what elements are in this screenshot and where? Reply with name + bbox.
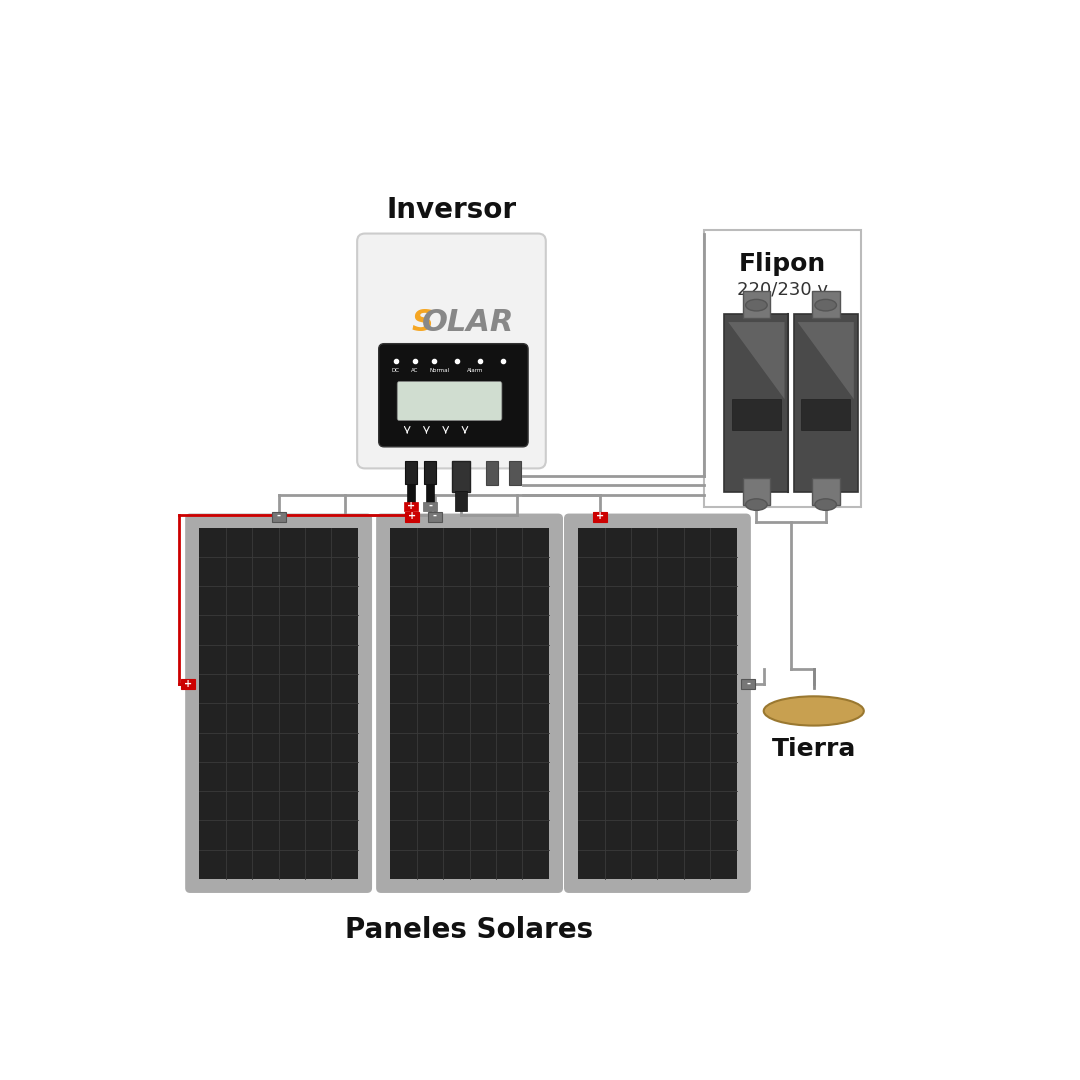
Bar bbox=[578, 528, 737, 879]
FancyBboxPatch shape bbox=[397, 381, 502, 421]
FancyBboxPatch shape bbox=[379, 343, 528, 447]
Bar bbox=[794, 314, 858, 491]
Ellipse shape bbox=[745, 299, 767, 311]
Text: AC: AC bbox=[411, 368, 419, 373]
Text: +: + bbox=[407, 501, 415, 511]
Text: +: + bbox=[408, 511, 416, 522]
Bar bbox=[424, 461, 436, 484]
Text: Alarm: Alarm bbox=[467, 368, 483, 373]
FancyBboxPatch shape bbox=[357, 233, 545, 469]
Polygon shape bbox=[798, 322, 854, 400]
FancyBboxPatch shape bbox=[565, 514, 750, 892]
Bar bbox=[180, 678, 194, 689]
Bar bbox=[801, 400, 850, 430]
Bar bbox=[812, 292, 839, 319]
Bar bbox=[743, 477, 770, 504]
Text: -: - bbox=[276, 511, 281, 522]
Text: +: + bbox=[184, 679, 192, 689]
Text: S: S bbox=[411, 308, 433, 337]
Bar bbox=[741, 678, 755, 689]
Polygon shape bbox=[728, 322, 784, 400]
Bar bbox=[427, 484, 434, 503]
Bar bbox=[407, 484, 415, 503]
Ellipse shape bbox=[764, 697, 864, 726]
Text: DC: DC bbox=[392, 368, 400, 373]
Text: -: - bbox=[746, 679, 751, 689]
FancyBboxPatch shape bbox=[186, 514, 372, 892]
Bar bbox=[390, 528, 549, 879]
Bar bbox=[423, 501, 437, 511]
Text: Flipon: Flipon bbox=[739, 253, 826, 276]
Ellipse shape bbox=[745, 499, 767, 511]
Text: Inversor: Inversor bbox=[387, 197, 516, 225]
Text: OLAR: OLAR bbox=[422, 308, 514, 337]
Ellipse shape bbox=[815, 299, 837, 311]
Text: Paneles Solares: Paneles Solares bbox=[345, 917, 593, 944]
Text: Normal: Normal bbox=[430, 368, 449, 373]
Text: -: - bbox=[433, 511, 437, 522]
Bar bbox=[405, 512, 419, 522]
Bar bbox=[404, 501, 418, 511]
Bar bbox=[509, 461, 522, 485]
Text: -: - bbox=[429, 501, 432, 511]
Bar bbox=[593, 512, 607, 522]
Bar bbox=[486, 461, 498, 485]
FancyBboxPatch shape bbox=[377, 514, 562, 892]
Bar bbox=[455, 490, 468, 511]
Bar bbox=[451, 461, 471, 491]
Bar bbox=[200, 528, 357, 879]
Bar bbox=[272, 512, 285, 522]
Ellipse shape bbox=[815, 499, 837, 511]
Bar bbox=[428, 512, 442, 522]
Bar bbox=[812, 477, 839, 504]
Bar bbox=[725, 314, 788, 491]
Bar bbox=[732, 400, 781, 430]
Bar bbox=[743, 292, 770, 319]
Bar bbox=[405, 461, 417, 484]
Bar bbox=[704, 230, 862, 507]
Text: 220/230 v: 220/230 v bbox=[737, 281, 828, 299]
Text: +: + bbox=[596, 511, 604, 522]
Text: Tierra: Tierra bbox=[771, 738, 856, 761]
